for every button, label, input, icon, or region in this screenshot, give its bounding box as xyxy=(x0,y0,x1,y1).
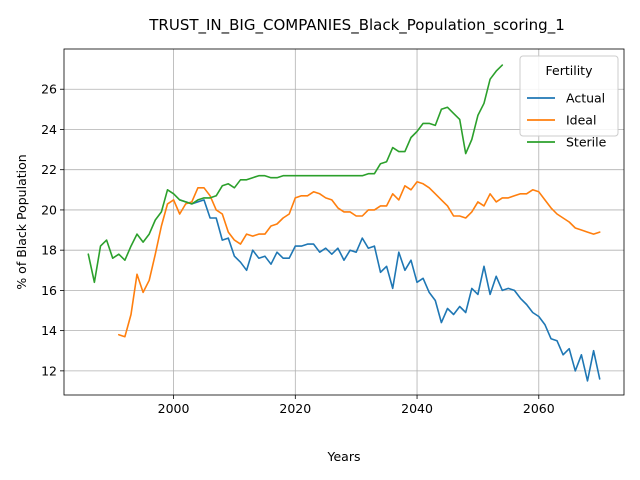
y-tick-label: 22 xyxy=(41,162,57,177)
y-tick-label: 16 xyxy=(41,283,57,298)
x-tick-label: 2000 xyxy=(158,401,190,416)
legend-label-sterile: Sterile xyxy=(566,135,607,150)
series-layer xyxy=(87,64,601,382)
y-tick-label: 24 xyxy=(41,122,57,137)
y-axis-label: % of Black Population xyxy=(14,154,29,289)
x-axis-ticks: 2000 2020 2040 2060 xyxy=(158,395,555,416)
series-line-actual xyxy=(178,199,601,382)
x-axis-label: Years xyxy=(327,449,361,464)
legend: Fertility Actual Ideal Sterile xyxy=(519,55,619,150)
y-tick-label: 18 xyxy=(41,243,57,258)
legend-title: Fertility xyxy=(546,63,594,78)
legend-box xyxy=(519,55,619,137)
x-tick-label: 2040 xyxy=(401,401,433,416)
y-axis-ticks: 12 14 16 18 20 22 24 26 xyxy=(41,82,64,378)
chart-title: TRUST_IN_BIG_COMPANIES_Black_Population_… xyxy=(148,16,564,35)
legend-label-actual: Actual xyxy=(566,91,605,106)
series-line-sterile xyxy=(87,64,504,284)
y-tick-label: 14 xyxy=(41,323,57,338)
legend-label-ideal: Ideal xyxy=(566,113,596,128)
legend-items: Actual Ideal Sterile xyxy=(527,91,607,150)
series-line-ideal xyxy=(118,181,601,338)
x-tick-label: 2060 xyxy=(523,401,555,416)
y-tick-label: 20 xyxy=(41,202,57,217)
plot-frame xyxy=(63,48,625,396)
y-tick-label: 26 xyxy=(41,82,57,97)
x-tick-label: 2020 xyxy=(279,401,311,416)
y-tick-label: 12 xyxy=(41,363,57,378)
